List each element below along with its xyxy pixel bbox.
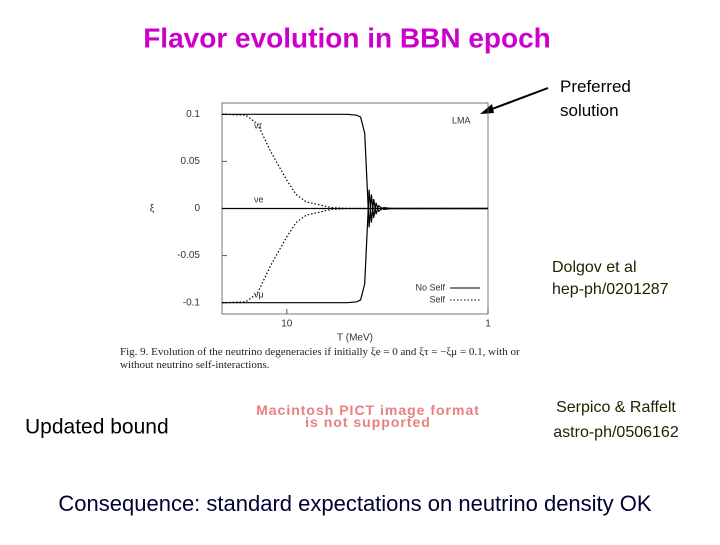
placeholder-box: Macintosh PICT image format is not suppo… bbox=[256, 404, 480, 430]
x-tick-label: 10 bbox=[281, 319, 293, 330]
curve-label: νμ bbox=[254, 289, 264, 299]
legend-label: Self bbox=[429, 294, 445, 304]
curve bbox=[222, 113, 488, 228]
caption: Fig. 9. Evolution of the neutrino degene… bbox=[120, 346, 520, 371]
y-tick-label: -0.05 bbox=[177, 250, 200, 261]
ref-id: astro-ph/0506162 bbox=[553, 424, 679, 441]
arrow-head bbox=[480, 104, 494, 114]
arrow bbox=[483, 87, 549, 113]
curve-label: LMA bbox=[452, 115, 471, 125]
y-tick-label: -0.1 bbox=[183, 297, 201, 308]
note: Preferred solution bbox=[560, 77, 631, 120]
placeholder: Macintosh PICT image format is not suppo… bbox=[256, 404, 480, 430]
x-axis-label: T (MeV) bbox=[337, 333, 373, 344]
y-tick-label: 0.1 bbox=[186, 109, 200, 120]
y-tick-label: 0 bbox=[194, 203, 200, 214]
ref-authors: Dolgov et al bbox=[552, 259, 637, 276]
ref-id: hep-ph/0201287 bbox=[552, 281, 669, 298]
y-tick-label: 0.05 bbox=[181, 156, 201, 167]
plot: 0.1 0.05 0 -0.05 -0.1 10 1 T (MeV) ξ LMA ντ νμ νe No … bbox=[150, 102, 491, 344]
x-tick-label: 1 bbox=[485, 319, 491, 330]
curve bbox=[222, 189, 488, 304]
curve-label: νe bbox=[254, 194, 264, 204]
slide-title: Flavor evolution in BBN epoch bbox=[143, 22, 551, 53]
y-axis-label: ξ bbox=[150, 204, 155, 215]
caption-box: Fig. 9. Evolution of the neutrino degene… bbox=[120, 346, 520, 371]
legend-label: No Self bbox=[415, 282, 445, 292]
ref-authors: Serpico & Raffelt bbox=[556, 399, 676, 416]
curve-label: ντ bbox=[254, 120, 263, 130]
conclusion: Consequence: standard expectations on ne… bbox=[58, 491, 651, 516]
left-label: Updated bound bbox=[25, 416, 169, 439]
